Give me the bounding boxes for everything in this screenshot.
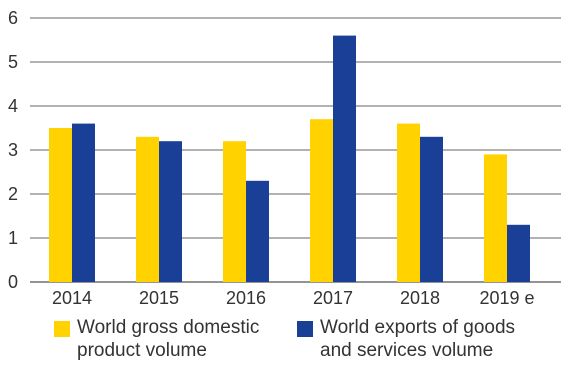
bar-exports-2015 [159,141,182,282]
y-axis-tick-labels: 0 1 2 3 4 5 6 [8,8,18,292]
y-tick-label-3: 3 [8,140,18,160]
y-tick-label-4: 4 [8,96,18,116]
bar-gdp-2019-e [484,154,507,282]
legend-label-gdp-line2: product volume [77,340,207,361]
bar-gdp-2018 [397,123,420,282]
legend-label-gdp-line1: World gross domestic [77,317,260,338]
x-tick-label-2015: 2015 [139,288,179,308]
bar-gdp-2014 [49,128,72,282]
legend-label-exports-line2: and services volume [320,340,494,361]
bar-exports-2014 [72,123,95,282]
bar-exports-2017 [333,35,356,282]
y-tick-label-5: 5 [8,52,18,72]
x-tick-label-2016: 2016 [226,288,266,308]
legend: World gross domestic product volume Worl… [0,316,561,368]
bar-exports-2016 [246,180,269,282]
bars [49,35,530,282]
x-axis-tick-labels: 2014 2015 2016 2017 2018 2019 e [52,288,535,308]
legend-label-exports-line1: World exports of goods [320,317,516,338]
x-tick-label-2014: 2014 [52,288,92,308]
bar-chart: 0 1 2 3 4 5 6 2014 2015 2016 2017 2018 2019 e [8,8,561,308]
legend-swatch-gdp [54,321,70,337]
bar-gdp-2016 [223,141,246,282]
y-tick-label-6: 6 [8,8,18,28]
x-tick-label-2018: 2018 [400,288,440,308]
x-tick-label-2019-e: 2019 e [479,288,534,308]
legend-label-gdp: World gross domestic product volume [77,316,259,362]
legend-label-exports: World exports of goods and services volu… [320,316,515,362]
bar-exports-2019-e [507,224,530,282]
x-tick-label-2017: 2017 [313,288,353,308]
y-tick-label-0: 0 [8,272,18,292]
bar-gdp-2017 [310,119,333,282]
bar-exports-2018 [420,136,443,282]
y-tick-label-2: 2 [8,184,18,204]
y-tick-label-1: 1 [8,228,18,248]
legend-item-gdp: World gross domestic product volume [54,316,259,362]
legend-item-exports: World exports of goods and services volu… [297,316,515,362]
legend-swatch-exports [297,321,313,337]
bar-gdp-2015 [136,136,159,282]
grid-lines [30,17,561,283]
